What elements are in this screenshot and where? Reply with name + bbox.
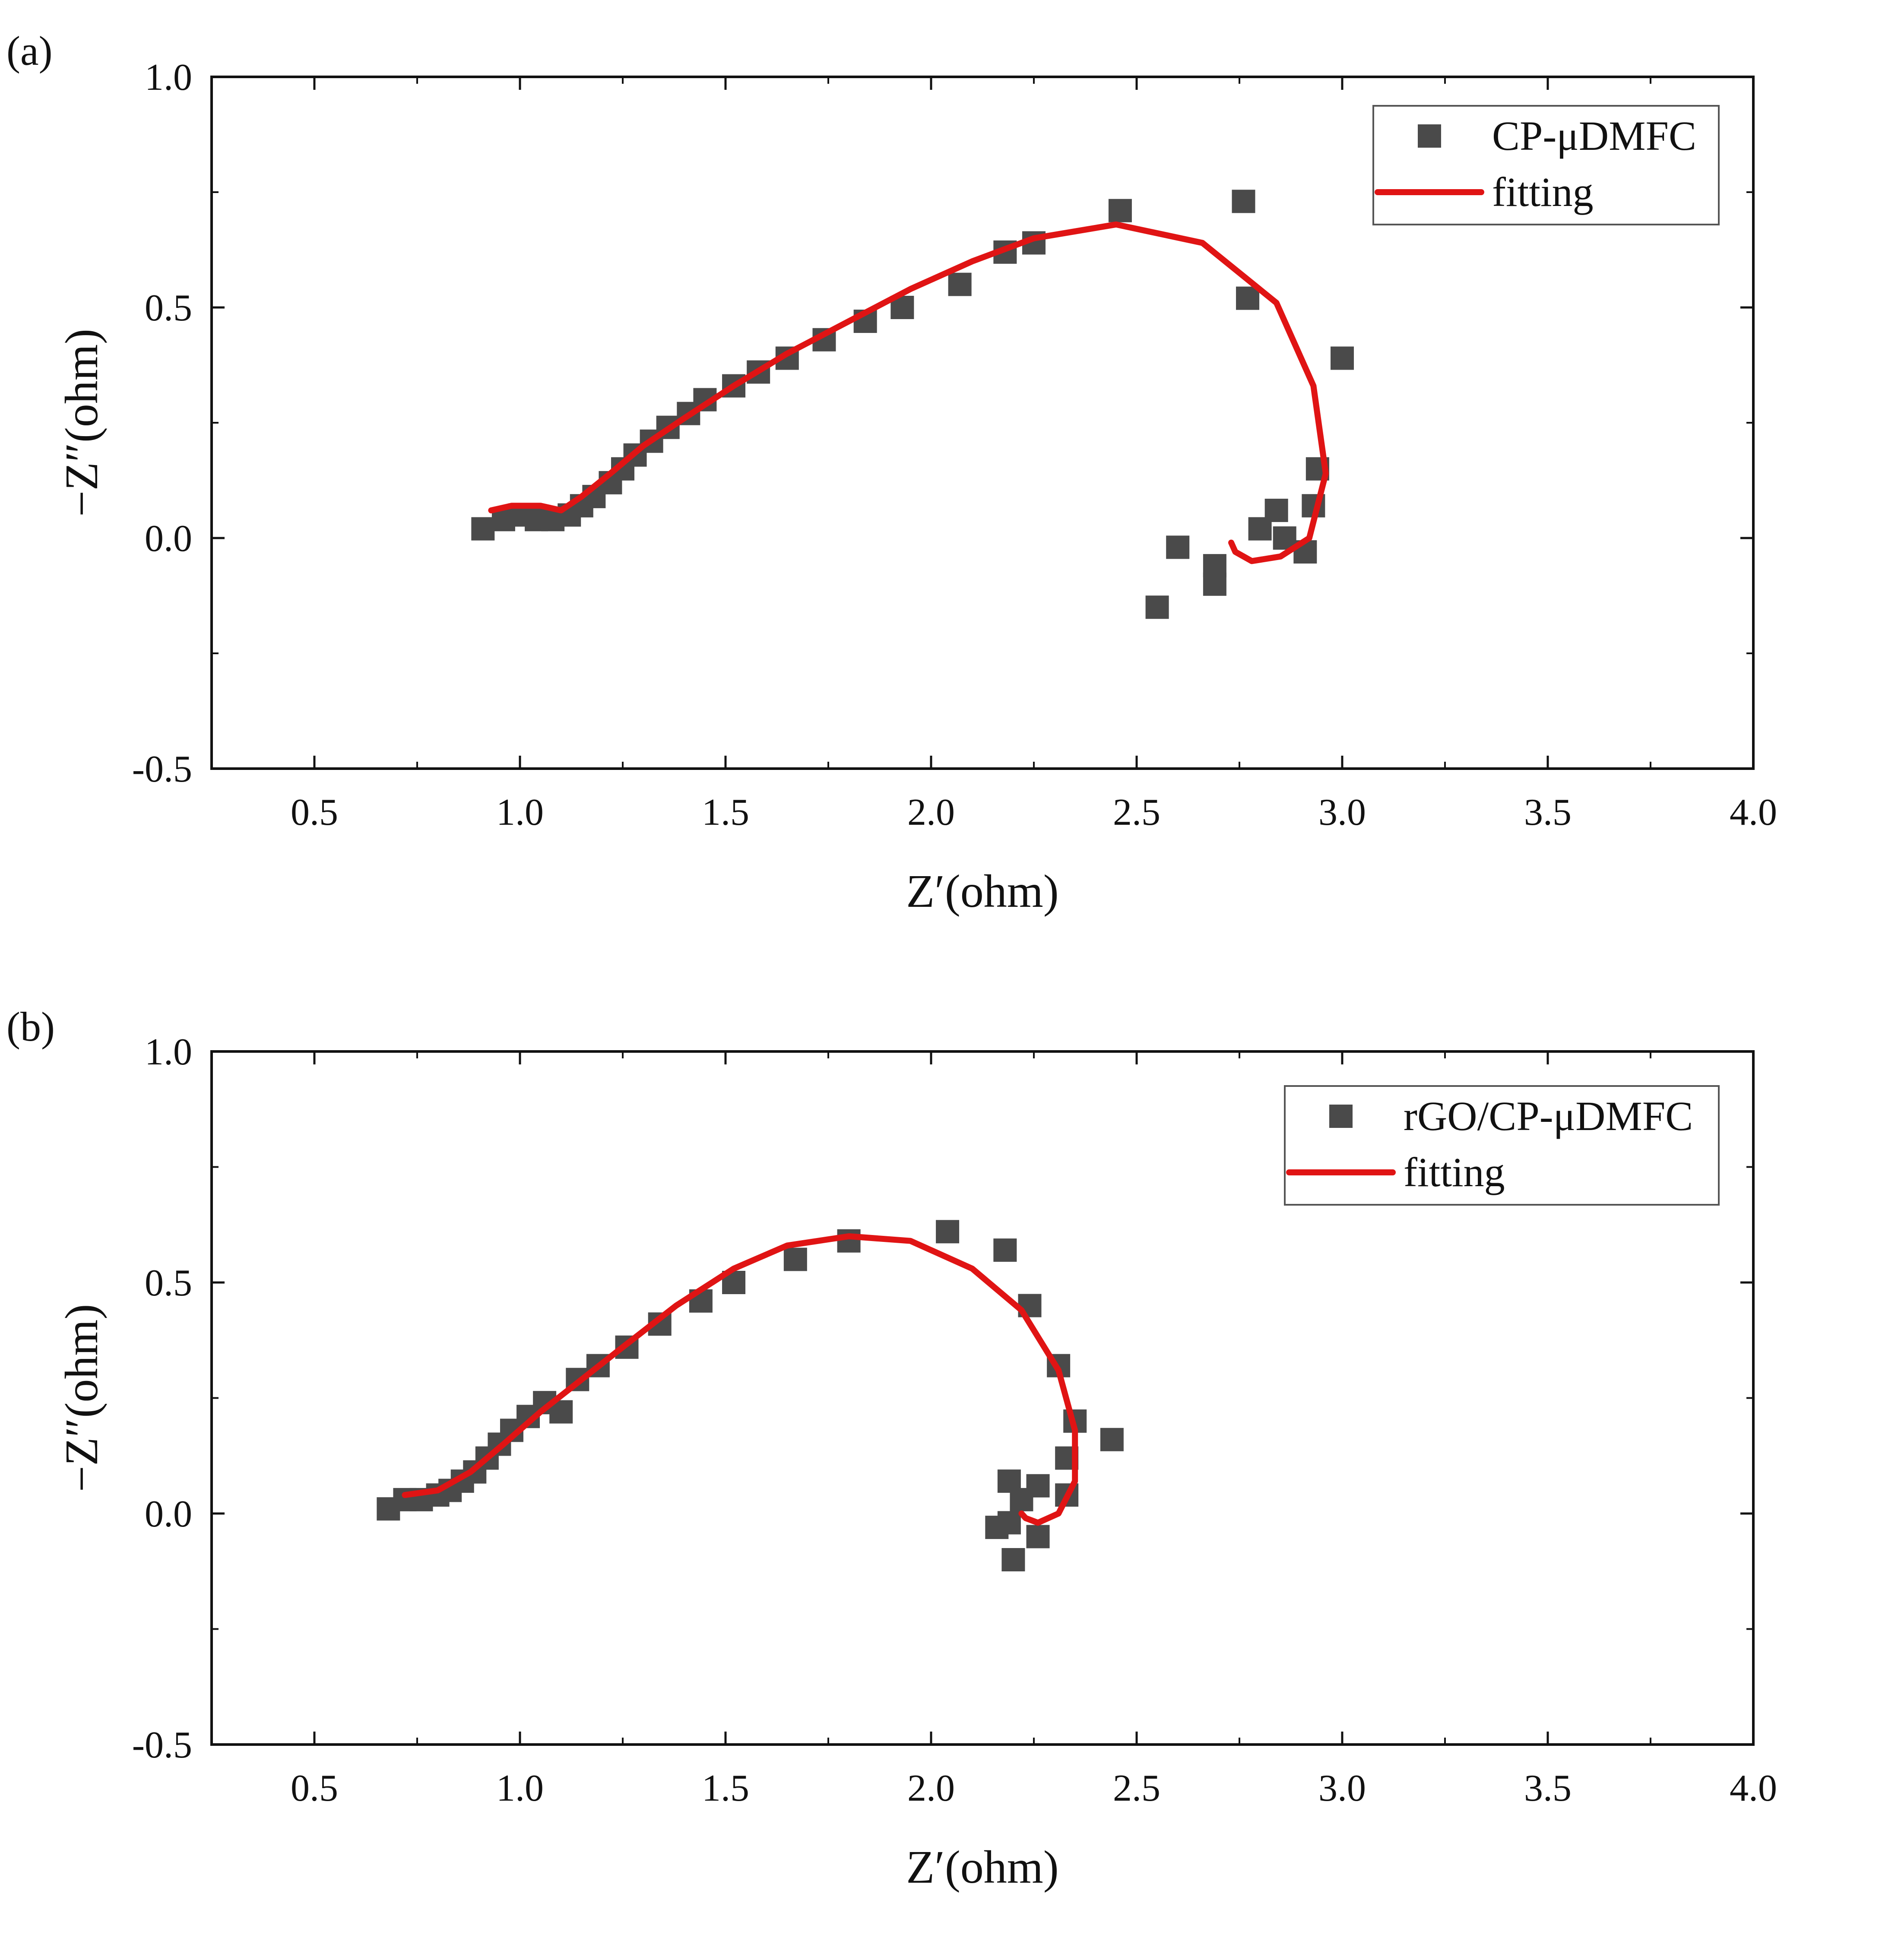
data-point	[1100, 1428, 1124, 1451]
data-point	[1026, 1474, 1050, 1498]
y-axis-label: −Z″(ohm)	[56, 329, 108, 517]
data-point	[1026, 1525, 1050, 1548]
legend-square-marker	[1418, 124, 1441, 148]
data-point	[1232, 190, 1255, 213]
x-tick-label: 3.0	[1318, 1767, 1366, 1809]
x-tick-label: 4.0	[1730, 792, 1777, 833]
data-point	[1108, 199, 1132, 222]
data-point	[1236, 286, 1260, 310]
data-point	[1166, 535, 1190, 559]
x-tick-label: 2.0	[907, 792, 955, 833]
x-tick-label: 1.5	[702, 792, 749, 833]
legend-box	[1284, 1085, 1720, 1206]
data-point	[1145, 595, 1169, 619]
x-tick-label: 3.0	[1318, 792, 1366, 833]
x-tick-label: 1.0	[496, 1767, 544, 1809]
legend-square-marker	[1329, 1105, 1353, 1128]
data-point	[997, 1511, 1021, 1535]
fitting-curve	[488, 221, 1329, 564]
y-tick-label: 1.0	[145, 57, 192, 98]
x-tick-label: 1.0	[496, 792, 544, 833]
x-tick-label: 2.5	[1113, 1767, 1160, 1809]
x-axis-label: Z′(ohm)	[906, 1842, 1059, 1893]
fitting-curve	[402, 1233, 1078, 1526]
legend-label: rGO/CP-μDMFC	[1404, 1093, 1693, 1139]
x-tick-label: 0.5	[291, 1767, 338, 1809]
legend-label: CP-μDMFC	[1492, 113, 1696, 159]
y-tick-label: 0.0	[145, 1493, 192, 1535]
x-tick-label: 0.5	[291, 792, 338, 833]
y-tick-label: 0.5	[145, 1262, 192, 1304]
y-axis-label: −Z″(ohm)	[56, 1304, 108, 1492]
x-tick-label: 3.5	[1524, 792, 1572, 833]
y-tick-label: -0.5	[132, 1724, 192, 1766]
data-point	[471, 517, 495, 541]
y-tick-label: -0.5	[132, 748, 192, 790]
data-point	[1203, 572, 1226, 596]
data-point	[1001, 1548, 1025, 1571]
x-tick-label: 3.5	[1524, 1767, 1572, 1809]
data-point	[993, 1238, 1017, 1262]
data-point	[783, 1248, 807, 1271]
y-tick-label: 0.5	[145, 287, 192, 329]
data-point	[1248, 517, 1272, 541]
x-tick-label: 4.0	[1730, 1767, 1777, 1809]
legend: rGO/CP-μDMFC fitting	[1284, 1085, 1720, 1206]
data-point	[837, 1229, 861, 1253]
panel-label: (b)	[6, 1004, 55, 1050]
data-point	[948, 272, 972, 296]
y-tick-label: 1.0	[145, 1031, 192, 1073]
chart-panel-a: (a) 0.5 1.0 1.5 2.0 2.5 3.0 3.5 4.0 1.0 0.5 0.0 -0.5…	[6, 28, 1777, 917]
x-axis-label: Z′(ohm)	[906, 866, 1059, 917]
y-tick-label: 0.0	[145, 518, 192, 560]
x-tick-label: 2.0	[907, 1767, 955, 1809]
x-tick-label: 2.5	[1113, 792, 1160, 833]
x-tick-label: 1.5	[702, 1767, 749, 1809]
legend-label: fitting	[1492, 169, 1594, 215]
legend-label: fitting	[1404, 1149, 1505, 1195]
data-point	[1331, 346, 1354, 370]
legend: CP-μDMFC fitting	[1372, 105, 1720, 225]
chart-panel-b: (b) 0.5 1.0 1.5 2.0 2.5 3.0 3.5 4.0 1.0 0.5 0.0 -0.5…	[6, 1004, 1777, 1893]
panel-label: (a)	[6, 28, 53, 74]
data-point	[936, 1220, 960, 1244]
